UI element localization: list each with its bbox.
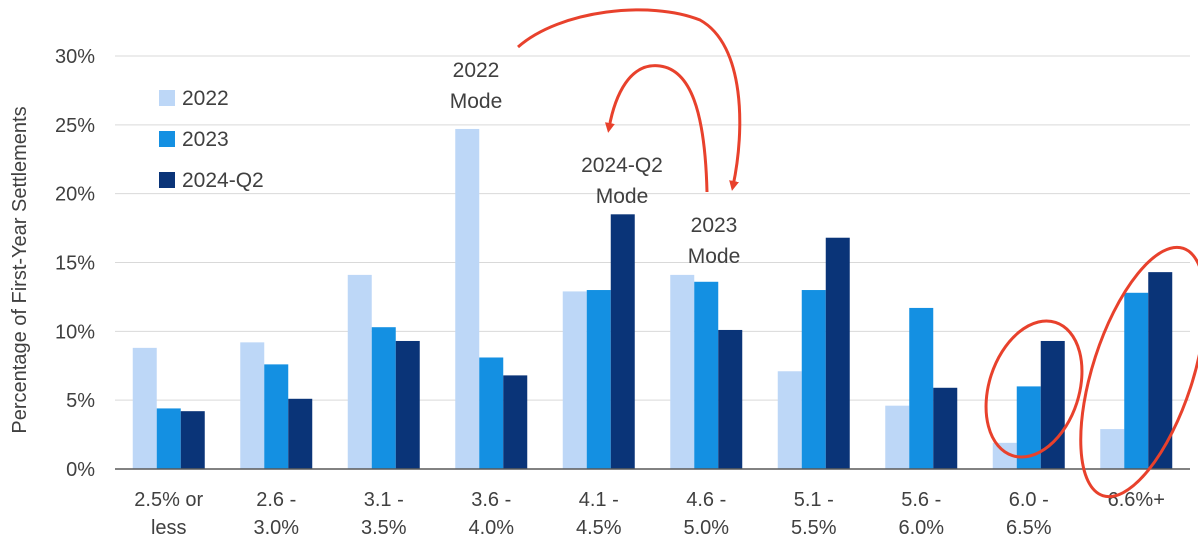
highlight-ellipse <box>984 319 1084 459</box>
y-tick-label: 15% <box>55 253 95 275</box>
bar-2024-Q2 <box>288 398 313 469</box>
bar-2022 <box>885 405 910 469</box>
x-tick-label: 4.1 - <box>579 489 619 511</box>
bar-2022 <box>347 274 372 469</box>
bar-2022 <box>240 342 265 469</box>
x-tick-label: 2.5% or <box>134 489 203 511</box>
x-tick-label: 5.0% <box>683 517 729 539</box>
x-tick-label: 4.6 - <box>686 489 726 511</box>
legend-label-2023: 2023 <box>182 128 229 151</box>
x-tick-label: 3.1 - <box>364 489 404 511</box>
y-tick-label: 20% <box>55 184 95 206</box>
annotation-mode-label: Mode <box>596 185 649 208</box>
bar-2024-Q2 <box>180 411 205 469</box>
y-tick-label: 25% <box>55 115 95 137</box>
bar-2024-Q2 <box>825 237 850 469</box>
x-tick-label: less <box>151 517 187 539</box>
bar-2023 <box>694 281 719 469</box>
legend-label-2022: 2022 <box>182 87 229 110</box>
legend-swatch-2023 <box>159 131 175 147</box>
bar-2023 <box>909 307 934 469</box>
bar-2022 <box>670 274 695 469</box>
x-tick-label: 4.5% <box>576 517 622 539</box>
x-tick-label: 5.5% <box>791 517 837 539</box>
y-tick-label: 30% <box>55 46 95 68</box>
annotation-mode-label: 2023 <box>691 214 738 237</box>
x-tick-label: 3.6 - <box>471 489 511 511</box>
axes: 0% 5% 10% 15% 20% 25% 30% 2.5% or less 2.6 - 3.0% 3… <box>55 46 1190 539</box>
x-tick-label: 3.0% <box>253 517 299 539</box>
legend: 2022 2023 2024-Q2 <box>159 87 264 192</box>
x-tick-label: 6.6%+ <box>1108 489 1165 511</box>
bar-2022 <box>132 347 157 469</box>
x-tick-label: 5.1 - <box>794 489 834 511</box>
bar-2023 <box>479 357 504 469</box>
bar-2024-Q2 <box>718 329 743 469</box>
arrow-2022-to-2023-mode <box>517 8 742 191</box>
x-tick-label: 6.5% <box>1006 517 1052 539</box>
y-tick-label: 5% <box>66 390 95 412</box>
bar-2023 <box>1124 292 1149 469</box>
x-tick-label: 6.0 - <box>1009 489 1049 511</box>
bar-2022 <box>562 291 587 469</box>
bar-2022 <box>455 128 480 470</box>
bar-2024-Q2 <box>1148 272 1173 469</box>
annotations: 2022 Mode 2024-Q2 Mode 2023 Mode <box>450 8 1198 499</box>
legend-swatch-2022 <box>159 90 175 106</box>
arrow-2023-to-2024-mode <box>604 64 709 193</box>
bar-2023 <box>371 327 396 469</box>
bar-2022 <box>777 371 802 469</box>
bar-2024-Q2 <box>610 214 635 469</box>
bar-2023 <box>264 364 289 469</box>
annotation-mode-label: 2024-Q2 <box>581 154 663 177</box>
annotation-mode-label: Mode <box>450 90 503 113</box>
x-tick-label: 6.0% <box>898 517 944 539</box>
bars <box>132 128 1173 470</box>
annotation-mode-label: 2022 <box>453 59 500 82</box>
bar-2023 <box>801 290 826 469</box>
legend-swatch-2024-Q2 <box>159 172 175 188</box>
bar-2024-Q2 <box>933 387 958 469</box>
highlight-ellipse <box>1079 245 1198 499</box>
bar-2024-Q2 <box>503 375 528 469</box>
y-tick-label: 10% <box>55 321 95 343</box>
annotation-mode-label: Mode <box>688 245 741 268</box>
x-tick-label: 4.0% <box>468 517 514 539</box>
legend-label-2024-Q2: 2024-Q2 <box>182 169 264 192</box>
x-tick-label: 5.6 - <box>901 489 941 511</box>
gridlines <box>115 55 1190 401</box>
bar-2023 <box>156 408 181 469</box>
bar-2023 <box>586 290 611 469</box>
x-tick-label: 2.6 - <box>256 489 296 511</box>
bar-2022 <box>1100 429 1125 469</box>
x-tick-label: 3.5% <box>361 517 407 539</box>
bar-2024-Q2 <box>395 340 420 469</box>
y-tick-label: 0% <box>66 459 95 481</box>
y-axis-label: Percentage of First-Year Settlements <box>9 106 31 433</box>
